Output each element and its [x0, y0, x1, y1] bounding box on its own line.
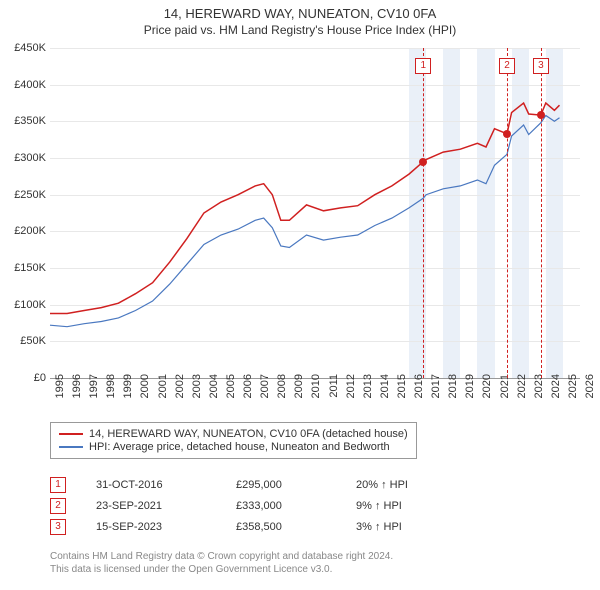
legend-row-series-2: HPI: Average price, detached house, Nune… [59, 441, 408, 453]
x-tick-label: 2008 [276, 374, 288, 414]
x-tick-label: 1998 [105, 374, 117, 414]
x-tick-label: 2002 [174, 374, 186, 414]
event-row-3: 3 15-SEP-2023 £358,500 3% ↑ HPI [50, 519, 476, 535]
footer-line-1: Contains HM Land Registry data © Crown c… [50, 550, 393, 563]
event-dot [503, 130, 511, 138]
x-tick-label: 2022 [516, 374, 528, 414]
y-tick-label: £300K [2, 152, 46, 164]
x-tick-label: 2024 [550, 374, 562, 414]
y-tick-label: £0 [2, 372, 46, 384]
event-date-1: 31-OCT-2016 [96, 479, 236, 491]
x-tick-label: 1999 [122, 374, 134, 414]
title-block: 14, HEREWARD WAY, NUNEATON, CV10 0FA Pri… [0, 0, 600, 37]
event-vline [507, 48, 508, 378]
legend-swatch-2 [59, 446, 83, 448]
x-tick-label: 2026 [584, 374, 596, 414]
x-tick-label: 2001 [157, 374, 169, 414]
series-line-1 [50, 103, 560, 314]
chart-svg [50, 48, 580, 378]
event-diff-3: 3% ↑ HPI [356, 521, 476, 533]
x-tick-label: 1996 [71, 374, 83, 414]
event-diff-2: 9% ↑ HPI [356, 500, 476, 512]
event-diff-1: 20% ↑ HPI [356, 479, 476, 491]
footer: Contains HM Land Registry data © Crown c… [50, 550, 393, 576]
y-tick-label: £450K [2, 42, 46, 54]
events-table: 1 31-OCT-2016 £295,000 20% ↑ HPI 2 23-SE… [50, 472, 476, 540]
legend-label-1: 14, HEREWARD WAY, NUNEATON, CV10 0FA (de… [89, 428, 408, 440]
event-marker-box: 2 [499, 58, 515, 74]
event-price-3: £358,500 [236, 521, 356, 533]
legend: 14, HEREWARD WAY, NUNEATON, CV10 0FA (de… [50, 422, 417, 459]
event-dot [419, 158, 427, 166]
series-line-2 [50, 116, 560, 327]
x-tick-label: 2005 [225, 374, 237, 414]
event-row-1: 1 31-OCT-2016 £295,000 20% ↑ HPI [50, 477, 476, 493]
x-tick-label: 2017 [430, 374, 442, 414]
x-tick-label: 2019 [464, 374, 476, 414]
x-tick-label: 2023 [533, 374, 545, 414]
x-tick-label: 2018 [447, 374, 459, 414]
x-tick-label: 2016 [413, 374, 425, 414]
event-vline [541, 48, 542, 378]
x-tick-label: 2014 [379, 374, 391, 414]
x-tick-label: 2020 [481, 374, 493, 414]
legend-swatch-1 [59, 433, 83, 435]
y-tick-label: £100K [2, 299, 46, 311]
y-tick-label: £50K [2, 335, 46, 347]
x-tick-label: 2009 [293, 374, 305, 414]
footer-line-2: This data is licensed under the Open Gov… [50, 563, 393, 576]
x-tick-label: 2004 [208, 374, 220, 414]
x-tick-label: 2011 [328, 374, 340, 414]
x-tick-label: 2015 [396, 374, 408, 414]
event-dot [537, 111, 545, 119]
event-marker-box: 1 [415, 58, 431, 74]
event-vline [423, 48, 424, 378]
legend-row-series-1: 14, HEREWARD WAY, NUNEATON, CV10 0FA (de… [59, 428, 408, 440]
y-tick-label: £200K [2, 225, 46, 237]
x-tick-label: 2021 [499, 374, 511, 414]
event-price-1: £295,000 [236, 479, 356, 491]
title-line-1: 14, HEREWARD WAY, NUNEATON, CV10 0FA [0, 6, 600, 21]
x-tick-label: 2006 [242, 374, 254, 414]
title-line-2: Price paid vs. HM Land Registry's House … [0, 23, 600, 37]
y-tick-label: £150K [2, 262, 46, 274]
event-price-2: £333,000 [236, 500, 356, 512]
x-tick-label: 2013 [362, 374, 374, 414]
chart-plot-area: £0£50K£100K£150K£200K£250K£300K£350K£400… [50, 48, 580, 379]
event-date-2: 23-SEP-2021 [96, 500, 236, 512]
event-row-2: 2 23-SEP-2021 £333,000 9% ↑ HPI [50, 498, 476, 514]
y-tick-label: £250K [2, 189, 46, 201]
x-tick-label: 2003 [191, 374, 203, 414]
event-marker-box: 3 [533, 58, 549, 74]
x-tick-label: 1995 [54, 374, 66, 414]
y-tick-label: £400K [2, 79, 46, 91]
x-tick-label: 2007 [259, 374, 271, 414]
x-tick-label: 2010 [310, 374, 322, 414]
x-tick-label: 2012 [345, 374, 357, 414]
event-marker-1: 1 [50, 477, 66, 493]
legend-label-2: HPI: Average price, detached house, Nune… [89, 441, 390, 453]
x-tick-label: 2000 [139, 374, 151, 414]
chart-container: 14, HEREWARD WAY, NUNEATON, CV10 0FA Pri… [0, 0, 600, 590]
event-marker-2: 2 [50, 498, 66, 514]
event-date-3: 15-SEP-2023 [96, 521, 236, 533]
x-tick-label: 1997 [88, 374, 100, 414]
y-tick-label: £350K [2, 115, 46, 127]
x-tick-label: 2025 [567, 374, 579, 414]
event-marker-3: 3 [50, 519, 66, 535]
